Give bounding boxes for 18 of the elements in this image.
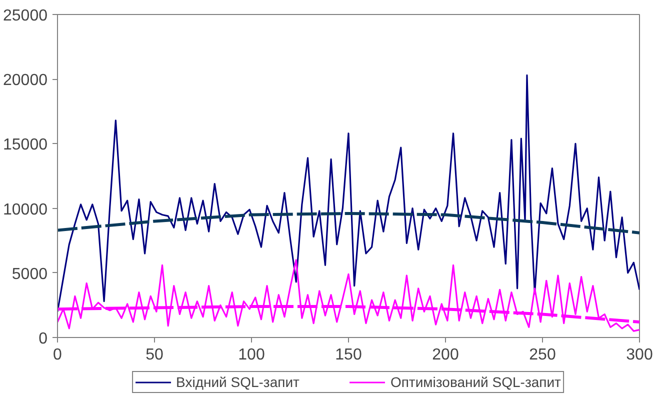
y-tick-label: 0 [38, 330, 48, 348]
y-tick-label: 5000 [12, 266, 48, 283]
line-series [58, 74, 640, 312]
x-tick-label: 250 [529, 346, 556, 364]
y-tick-label: 20000 [3, 72, 48, 90]
legend-label: Вхідний SQL-запит [176, 374, 300, 390]
x-tick-label: 150 [335, 346, 362, 364]
x-tick-label: 100 [238, 346, 265, 364]
y-tick-label: 25000 [3, 8, 48, 24]
y-tick-label: 15000 [3, 136, 48, 154]
x-tick-label: 300 [626, 346, 653, 364]
x-tick-label: 0 [53, 346, 62, 364]
line-series [58, 212, 640, 234]
x-tick-label: 50 [146, 346, 164, 364]
line-series [58, 259, 640, 332]
y-tick-label: 10000 [3, 201, 48, 218]
x-tick-label: 200 [432, 346, 459, 364]
legend-label: Оптимізований SQL-запит [390, 374, 561, 390]
